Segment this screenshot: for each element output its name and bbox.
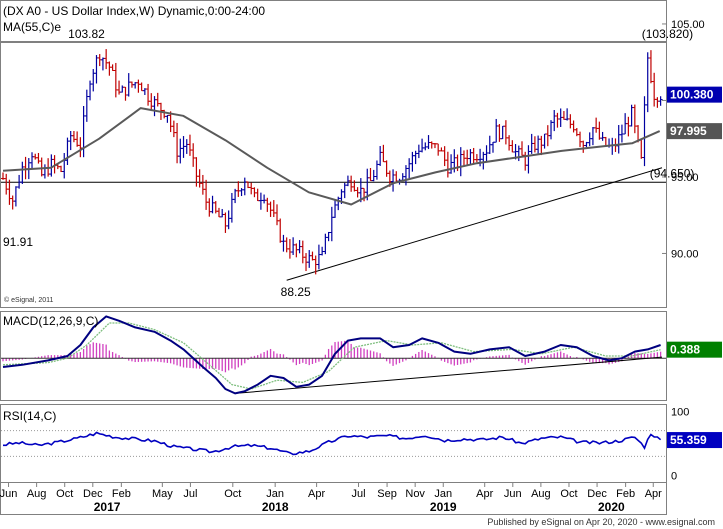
rsi-value-tag-box	[667, 432, 722, 449]
ma-indicator-label: MA(55,C)e	[3, 20, 61, 34]
copyright-label: © eSignal, 2011	[4, 296, 54, 304]
x-axis-month-label: Aug	[27, 488, 47, 500]
x-axis-month-label: Dec	[587, 488, 607, 500]
price-y-tick-label: 90.00	[671, 248, 699, 260]
x-axis-month-label: Aug	[531, 488, 551, 500]
x-axis-month-label: Sep	[377, 488, 397, 500]
x-axis-month-label: Jul	[183, 488, 197, 500]
price-chart-title: (DX A0 - US Dollar Index,W) Dynamic,0:00…	[3, 4, 265, 18]
rsi-title: RSI(14,C)	[3, 409, 56, 423]
rsi-line	[3, 431, 662, 456]
moving-average-line	[2, 107, 661, 206]
axis-layer: Jun Aug Oct Dec Feb May Jul Oct Jan Apr Jul Sep Nov J…	[0, 483, 662, 514]
macd-value-tag-box	[667, 341, 722, 358]
price-trendline	[286, 167, 663, 281]
chart-canvas: 90.00 95.00 105.00 103.82 (103.820) 91.91 88.2…	[0, 0, 722, 515]
x-axis-month-label: Jun	[504, 488, 522, 500]
x-axis-year-label: 2017	[94, 500, 121, 514]
price-annotation: (94.650)	[650, 166, 695, 180]
x-axis-month-label: Nov	[405, 488, 425, 500]
x-axis-month-label: Apr	[645, 488, 662, 500]
ma-value-tag-box	[667, 123, 722, 140]
price-panel-frame	[0, 0, 667, 308]
price-y-tick-label: 95.00	[671, 172, 699, 184]
macd-signal-line	[2, 322, 661, 390]
x-axis-month-label: Oct	[56, 488, 73, 500]
x-axis-month-label: Apr	[476, 488, 493, 500]
rsi-layer: 0 100 55.359	[1, 406, 722, 483]
price-annotation: 88.25	[281, 285, 311, 299]
last-price-tag-box	[667, 86, 722, 103]
x-axis-month-label: Jun	[0, 488, 17, 500]
rsi-y-tick-label: 0	[671, 471, 677, 483]
macd-value-tag: 0.388	[670, 343, 700, 357]
rsi-value-tag: 55.359	[670, 433, 707, 447]
price-annotation: (103.820)	[642, 27, 693, 41]
footer-text: Published by eSignal on Apr 20, 2020 - w…	[487, 517, 715, 527]
x-axis-month-label: Jul	[351, 488, 365, 500]
last-price-tag: 100.380	[670, 88, 714, 102]
rsi-y-tick-label: 100	[671, 406, 689, 418]
x-axis-year-label: 2018	[262, 500, 289, 514]
macd-title: MACD(12,26,9,C)	[3, 314, 98, 328]
rsi-panel-frame	[0, 404, 667, 483]
footer-bar: Published by eSignal on Apr 20, 2020 - w…	[0, 515, 723, 529]
ma-value-tag: 97.995	[670, 124, 707, 138]
x-axis-year-label: 2020	[598, 500, 625, 514]
macd-line	[2, 315, 661, 395]
x-axis-month-label: Jan	[434, 488, 452, 500]
macd-layer: 0.388	[1, 315, 722, 395]
x-axis-year-label: 2019	[430, 500, 457, 514]
macd-trendline	[235, 356, 663, 394]
x-axis-month-label: Oct	[224, 488, 241, 500]
price-layer: 90.00 95.00 105.00 103.82 (103.820) 91.91 88.2…	[1, 19, 722, 299]
x-axis-month-label: Dec	[83, 488, 103, 500]
x-axis-month-label: Apr	[308, 488, 325, 500]
x-axis-month-label: Jan	[266, 488, 284, 500]
date-axis-frame	[0, 482, 667, 515]
x-axis-month-label: Feb	[112, 488, 131, 500]
x-axis-month-label: Feb	[616, 488, 635, 500]
x-axis-month-label: May	[152, 488, 173, 500]
x-axis-month-label: Oct	[560, 488, 577, 500]
price-annotation: 91.91	[3, 235, 33, 249]
price-annotation: 103.82	[68, 27, 105, 41]
price-y-tick-label: 105.00	[671, 19, 705, 31]
